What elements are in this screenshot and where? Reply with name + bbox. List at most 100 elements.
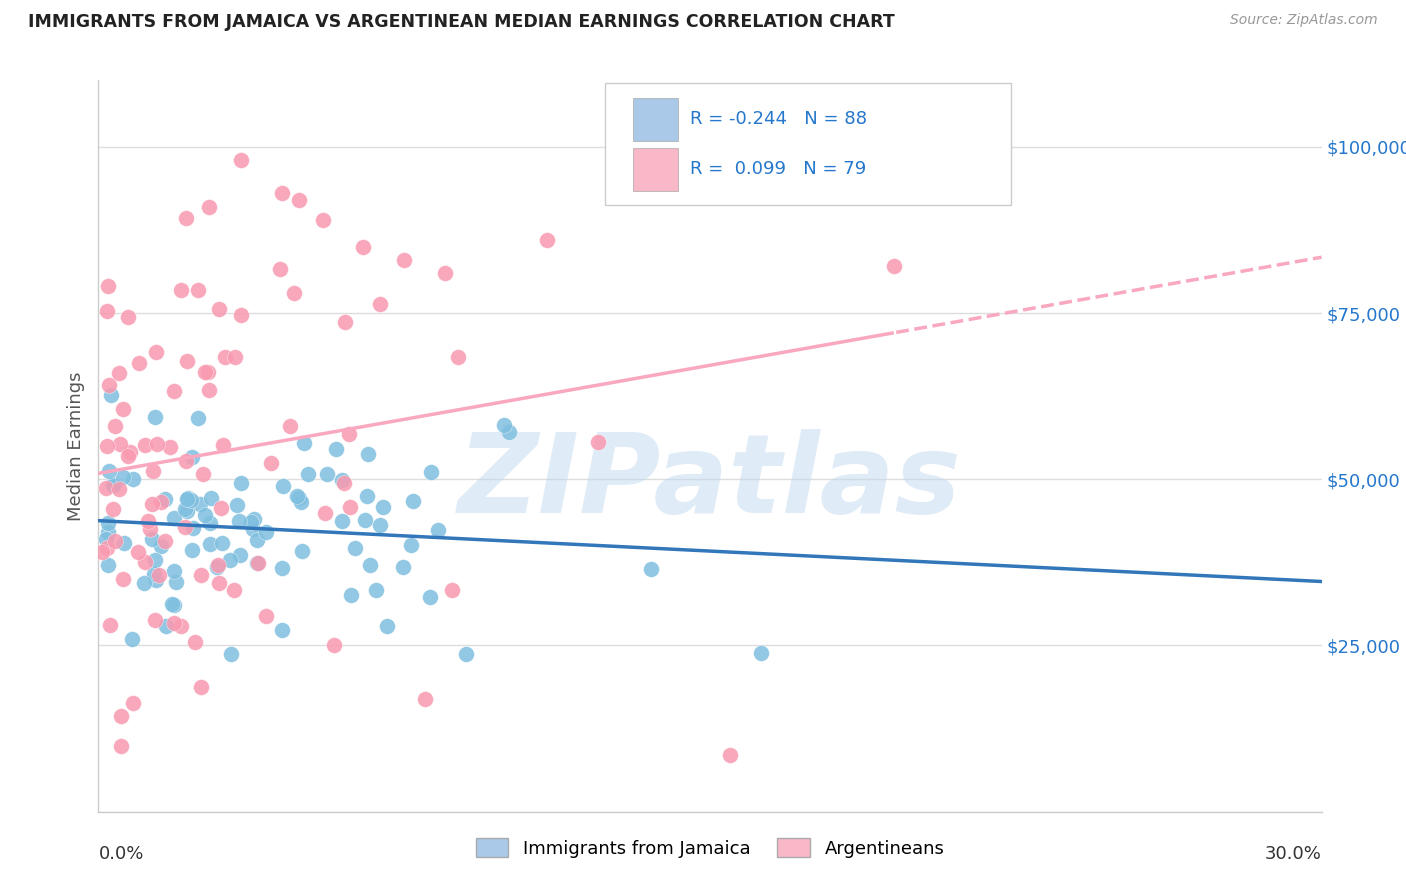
Point <box>176 492 198 507</box>
Point <box>146 437 169 451</box>
Point <box>190 681 212 695</box>
Point <box>166 575 188 590</box>
Point <box>314 506 336 520</box>
Point <box>368 518 391 533</box>
Point <box>340 588 363 602</box>
Point <box>160 598 183 612</box>
Point <box>447 351 470 365</box>
Point <box>180 493 202 508</box>
Point <box>97 516 120 531</box>
Point <box>145 345 167 359</box>
Point <box>110 709 132 723</box>
Point <box>121 696 143 710</box>
Point <box>359 558 381 573</box>
Point <box>370 297 392 311</box>
Point <box>174 501 197 516</box>
Point <box>96 303 118 318</box>
Point <box>245 533 267 548</box>
Point <box>103 478 125 492</box>
Point <box>134 438 156 452</box>
Point <box>371 500 394 515</box>
Point <box>141 498 163 512</box>
Point <box>121 632 143 646</box>
Point <box>426 523 449 537</box>
Point <box>231 476 253 491</box>
Point <box>188 497 211 511</box>
Point <box>97 524 120 539</box>
Point <box>288 491 311 506</box>
Point <box>132 575 155 590</box>
Point <box>194 508 217 522</box>
Legend: Immigrants from Jamaica, Argentineans: Immigrants from Jamaica, Argentineans <box>468 831 952 865</box>
Point <box>127 545 149 559</box>
Point <box>104 419 127 434</box>
Point <box>434 266 457 280</box>
Point <box>197 383 219 397</box>
Point <box>208 302 231 317</box>
Point <box>440 583 463 598</box>
Point <box>254 525 277 540</box>
Point <box>101 502 124 516</box>
Point <box>271 560 294 574</box>
Point <box>402 493 425 508</box>
Point <box>150 539 173 553</box>
Point <box>138 514 160 528</box>
Point <box>163 384 186 398</box>
Point <box>162 510 184 524</box>
Point <box>339 500 361 515</box>
Point <box>110 437 132 451</box>
Text: 30.0%: 30.0% <box>1265 845 1322 863</box>
Point <box>170 619 193 633</box>
Point <box>145 573 167 587</box>
Point <box>316 467 339 482</box>
Point <box>343 541 366 555</box>
Point <box>246 557 269 571</box>
Point <box>163 615 186 630</box>
Point <box>254 608 277 623</box>
Text: ZIPatlas: ZIPatlas <box>458 429 962 536</box>
Point <box>285 489 308 503</box>
Point <box>214 350 236 364</box>
Point <box>110 739 132 754</box>
Point <box>97 464 120 478</box>
Point <box>208 576 231 591</box>
Point <box>218 553 240 567</box>
Point <box>96 541 118 556</box>
Point <box>288 194 311 208</box>
Point <box>720 748 742 763</box>
Point <box>101 478 124 492</box>
Point <box>174 454 197 468</box>
Text: R =  0.099   N = 79: R = 0.099 N = 79 <box>690 161 866 178</box>
Point <box>207 558 229 572</box>
Point <box>198 537 221 551</box>
Point <box>883 260 905 274</box>
Point <box>169 283 191 297</box>
Point <box>194 365 217 379</box>
Point <box>209 500 232 515</box>
Point <box>312 213 335 227</box>
Point <box>91 545 114 559</box>
Point <box>352 239 374 253</box>
Point <box>97 558 120 573</box>
Point <box>283 286 305 301</box>
Point <box>323 638 346 652</box>
Point <box>640 562 662 576</box>
Point <box>231 153 253 167</box>
Point <box>174 211 197 225</box>
Point <box>375 619 398 633</box>
Point <box>118 445 141 459</box>
Point <box>247 556 270 570</box>
Point <box>138 522 160 536</box>
Point <box>153 533 176 548</box>
Point <box>354 513 377 527</box>
Point <box>494 417 516 432</box>
Point <box>117 310 139 325</box>
Point <box>242 522 264 536</box>
Point <box>749 646 772 660</box>
Point <box>187 283 209 297</box>
Point <box>392 252 416 267</box>
Point <box>190 568 212 582</box>
Point <box>187 410 209 425</box>
Point <box>419 590 441 604</box>
Point <box>290 494 312 508</box>
